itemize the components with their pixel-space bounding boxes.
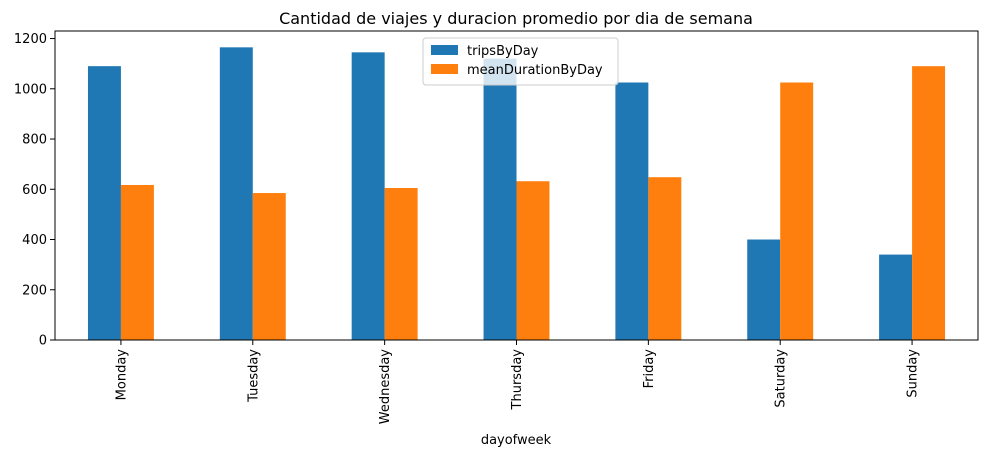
bar-tripsByDay-wednesday: [351, 52, 385, 340]
bars-group: [87, 47, 946, 341]
y-tick-label: 600: [22, 183, 47, 198]
bar-meanDurationByDay-thursday: [516, 181, 550, 340]
y-tick-label: 800: [22, 133, 47, 148]
x-tick-label: Thursday: [510, 349, 525, 411]
legend-label-tripsByDay: tripsByDay: [467, 44, 539, 59]
legend-label-meanDurationByDay: meanDurationByDay: [467, 63, 603, 78]
x-tick-label: Saturday: [774, 349, 789, 408]
y-tick-label: 200: [22, 283, 47, 298]
legend: tripsByDay meanDurationByDay: [422, 37, 619, 86]
y-axis: 0 200 400 600 800 1000 1200: [14, 32, 55, 349]
y-tick-label: 400: [22, 233, 47, 248]
x-tick-label: Tuesday: [246, 349, 261, 403]
x-axis: Monday Tuesday Wednesday Thursday Friday Satu…: [114, 340, 921, 425]
bar-tripsByDay-friday: [615, 82, 649, 340]
x-axis-label: dayofweek: [481, 433, 552, 448]
bar-meanDurationByDay-monday: [120, 184, 154, 340]
bar-tripsByDay-monday: [87, 66, 121, 341]
bar-meanDurationByDay-sunday: [912, 66, 946, 341]
bar-tripsByDay-saturday: [747, 239, 781, 340]
bar-tripsByDay-tuesday: [219, 47, 253, 340]
bar-meanDurationByDay-tuesday: [252, 193, 286, 340]
legend-box: [422, 37, 619, 86]
y-tick-label: 1000: [14, 82, 47, 97]
bar-meanDurationByDay-wednesday: [384, 188, 418, 340]
chart-title: Cantidad de viajes y duracion promedio p…: [279, 9, 753, 28]
x-tick-label: Wednesday: [378, 349, 393, 425]
y-tick-label: 0: [39, 334, 47, 349]
y-tick-label: 1200: [14, 32, 47, 47]
bar-meanDurationByDay-friday: [648, 177, 682, 340]
bar-tripsByDay-thursday: [483, 58, 517, 340]
x-tick-label: Friday: [642, 349, 657, 389]
legend-swatch-tripsByDay: [431, 45, 458, 55]
bar-meanDurationByDay-saturday: [780, 82, 814, 340]
x-tick-label: Monday: [114, 349, 129, 401]
x-tick-label: Sunday: [906, 349, 921, 398]
bar-tripsByDay-sunday: [879, 254, 913, 340]
legend-swatch-meanDurationByDay: [431, 64, 458, 74]
